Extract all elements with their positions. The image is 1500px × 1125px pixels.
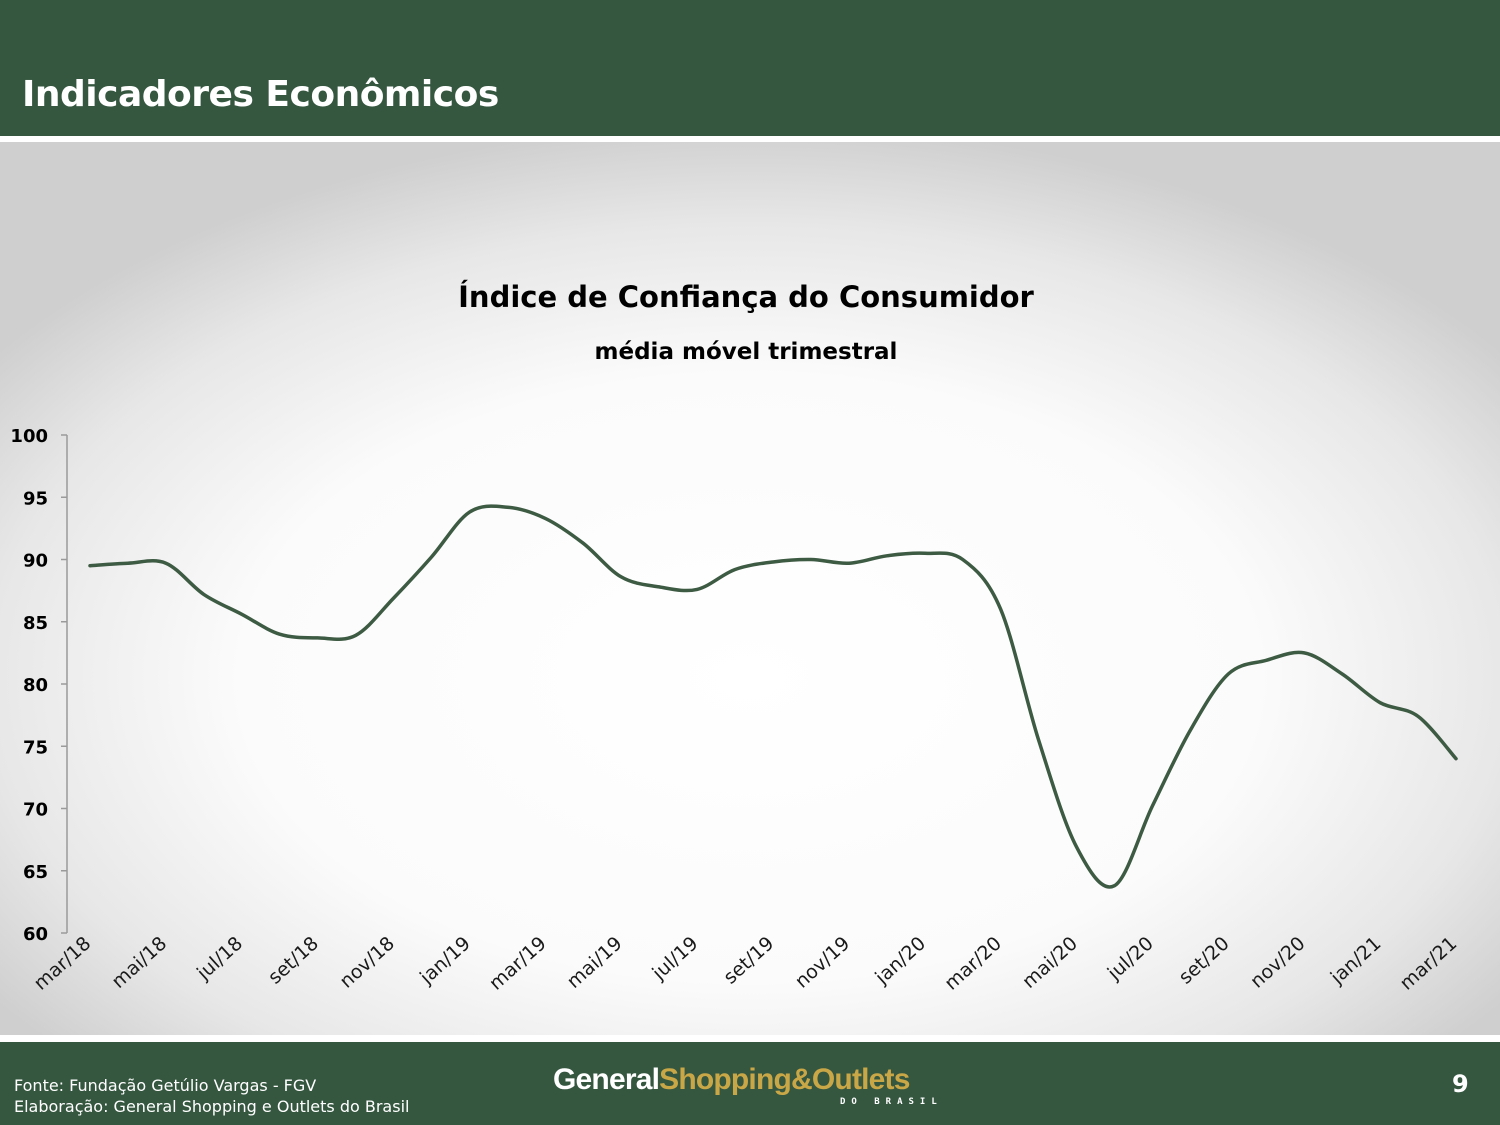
logo-part-shopping: Shopping&Outlets [659, 1063, 910, 1096]
y-tick-label: 85 [23, 613, 48, 634]
data-point: jun/20: 63.8 [1113, 884, 1117, 888]
data-point: jan/20: 90.5 [923, 551, 927, 555]
data-point: set/20: 80.8 [1226, 672, 1230, 676]
chart-title: Índice de Confiança do Consumidor [458, 280, 1034, 314]
data-point: jan/19: 93.8 [467, 510, 471, 514]
data-point: set/19: 89.8 [771, 560, 775, 564]
page-number: 9 [1452, 1070, 1469, 1098]
page-title: Indicadores Econômicos [22, 74, 499, 115]
x-axis: mar/18 mai/18 jul/18 set/18 nov/18 jan/19 mar/… [30, 932, 1462, 994]
data-point: out/19: 90 [809, 558, 813, 562]
footer-bar [0, 1042, 1500, 1125]
header-divider [0, 136, 1500, 142]
series-line [88, 504, 1458, 889]
data-point: dez/18: 90.2 [430, 555, 434, 559]
footer-divider [0, 1035, 1500, 1042]
x-tick-label: mar/19 [485, 932, 551, 994]
data-points: mar/18: 89.5 abr/18: 89.7 mai/18: 89.7 jun/… [88, 505, 1458, 887]
data-point: mai/20: 66.9 [1075, 845, 1079, 849]
y-tick-label: 75 [23, 737, 48, 758]
data-point: ago/20: 76.3 [1188, 728, 1192, 732]
line-chart: Índice de Confiança do Consumidor média … [10, 280, 1462, 995]
data-point: jun/19: 87.8 [657, 585, 661, 589]
x-tick-label: jul/20 [1103, 932, 1158, 985]
x-tick-label: nov/18 [336, 932, 399, 992]
data-point: abr/19: 91.3 [581, 541, 585, 545]
data-point: mai/18: 89.7 [164, 561, 168, 565]
header-bar: Indicadores Econômicos [0, 0, 1500, 136]
x-tick-label: mai/19 [563, 932, 627, 993]
x-tick-label: set/18 [264, 932, 323, 988]
source-note: Fonte: Fundação Getúlio Vargas - FGV [14, 1076, 317, 1095]
data-point: jul/18: 85.6 [240, 612, 244, 616]
x-tick-label: nov/19 [791, 932, 854, 992]
data-point: jul/19: 87.6 [695, 587, 699, 591]
data-point: jan/21: 78.5 [1378, 701, 1382, 705]
x-tick-label: jul/19 [647, 932, 702, 985]
x-tick-label: mar/21 [1396, 932, 1462, 994]
data-point: abr/18: 89.7 [126, 561, 130, 565]
data-point: fev/20: 90 [961, 558, 965, 562]
data-point: jul/20: 70.2 [1150, 804, 1154, 808]
elaboration-note: Elaboração: General Shopping e Outlets d… [14, 1097, 410, 1116]
data-point: fev/21: 77.4 [1416, 714, 1420, 718]
y-tick-label: 100 [10, 426, 48, 447]
y-axis: 60 65 70 75 80 85 90 95 100 [10, 426, 67, 945]
y-tick-label: 95 [23, 488, 48, 509]
data-point: nov/19: 89.7 [847, 561, 851, 565]
data-point: mar/20: 86 [999, 607, 1003, 611]
x-tick-label: mar/20 [940, 932, 1006, 994]
x-tick-label: nov/20 [1246, 932, 1309, 992]
x-tick-label: jul/18 [192, 932, 247, 985]
x-tick-label: mai/20 [1018, 932, 1082, 993]
data-point: dez/20: 80.8 [1340, 672, 1344, 676]
x-tick-label: jan/21 [1326, 932, 1386, 989]
y-tick-label: 70 [23, 800, 48, 821]
data-point: mar/18: 89.5 [88, 564, 92, 568]
data-point: abr/20: 75.5 [1037, 738, 1041, 742]
data-point: out/18: 83.9 [354, 633, 358, 637]
data-point: nov/18: 86.9 [392, 596, 396, 600]
data-point: nov/20: 82.5 [1302, 651, 1306, 655]
y-tick-label: 90 [23, 551, 48, 572]
logo-subtitle: DO BRASIL [840, 1097, 943, 1107]
data-point: ago/19: 89.2 [733, 567, 737, 571]
data-point: fev/19: 94.2 [505, 505, 509, 509]
data-point: ago/18: 84 [278, 632, 282, 636]
company-logo: GeneralShopping&Outlets DO BRASIL [553, 1063, 953, 1111]
x-tick-label: set/20 [1175, 932, 1234, 988]
data-point: set/18: 83.7 [316, 636, 320, 640]
data-point: mar/21: 74 [1454, 757, 1458, 761]
x-tick-label: jan/20 [870, 932, 930, 989]
logo-part-general: General [553, 1063, 660, 1096]
data-point: mai/19: 88.6 [619, 575, 623, 579]
data-point: jun/18: 87.2 [202, 592, 206, 596]
data-point: mar/19: 93.3 [543, 516, 547, 520]
data-point: dez/19: 90.3 [885, 554, 889, 558]
x-tick-label: mai/18 [107, 932, 171, 993]
y-tick-label: 65 [23, 862, 48, 883]
x-tick-label: jan/19 [415, 932, 475, 989]
chart-subtitle: média móvel trimestral [595, 339, 898, 365]
y-tick-label: 80 [23, 675, 48, 696]
data-point: out/20: 81.9 [1264, 658, 1268, 662]
x-tick-label: set/19 [719, 932, 778, 988]
y-tick-label: 60 [23, 924, 48, 945]
chart-panel [0, 142, 1500, 1035]
